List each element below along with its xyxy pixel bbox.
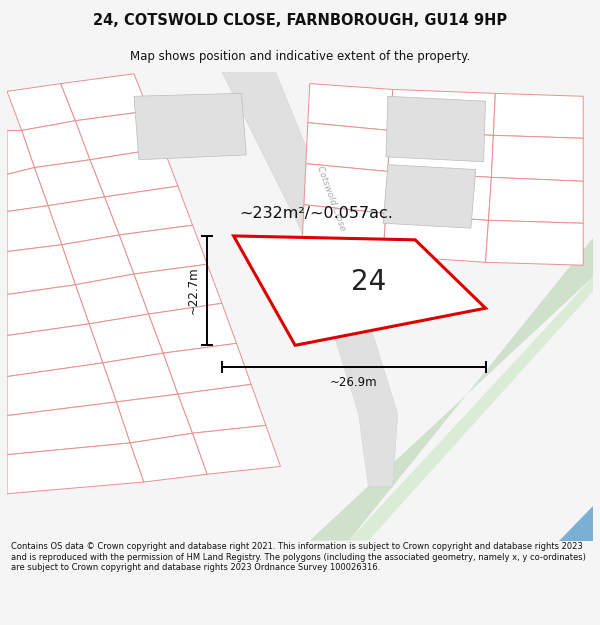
Polygon shape <box>89 314 163 363</box>
Polygon shape <box>491 136 583 181</box>
Polygon shape <box>383 164 476 228</box>
Polygon shape <box>7 402 130 455</box>
Polygon shape <box>163 343 251 394</box>
Polygon shape <box>149 303 236 353</box>
Polygon shape <box>386 171 491 220</box>
Text: ~26.9m: ~26.9m <box>330 376 377 389</box>
Polygon shape <box>7 245 76 294</box>
Polygon shape <box>493 93 583 138</box>
Text: ~232m²/~0.057ac.: ~232m²/~0.057ac. <box>239 206 394 221</box>
Text: 24, COTSWOLD CLOSE, FARNBOROUGH, GU14 9HP: 24, COTSWOLD CLOSE, FARNBOROUGH, GU14 9H… <box>93 12 507 28</box>
Polygon shape <box>488 177 583 223</box>
Polygon shape <box>134 264 222 314</box>
Polygon shape <box>310 238 593 541</box>
Polygon shape <box>388 131 493 178</box>
Polygon shape <box>178 384 266 433</box>
Polygon shape <box>485 220 583 265</box>
Polygon shape <box>7 84 76 131</box>
Polygon shape <box>22 121 90 168</box>
Polygon shape <box>103 353 178 402</box>
Polygon shape <box>302 205 386 256</box>
Polygon shape <box>306 122 390 171</box>
Polygon shape <box>304 164 388 214</box>
Text: Map shows position and indicative extent of the property.: Map shows position and indicative extent… <box>130 49 470 62</box>
Polygon shape <box>7 206 62 251</box>
Text: Cotswold Close: Cotswold Close <box>316 165 347 232</box>
Polygon shape <box>76 111 163 160</box>
Polygon shape <box>7 131 34 174</box>
Polygon shape <box>134 93 246 160</box>
Polygon shape <box>116 394 193 443</box>
Polygon shape <box>349 277 593 541</box>
Polygon shape <box>308 84 393 131</box>
Polygon shape <box>90 148 178 197</box>
Polygon shape <box>7 363 116 416</box>
Polygon shape <box>48 197 119 245</box>
Polygon shape <box>559 506 593 541</box>
Polygon shape <box>7 443 144 494</box>
Polygon shape <box>233 236 485 345</box>
Polygon shape <box>386 96 485 162</box>
Polygon shape <box>383 214 488 262</box>
Polygon shape <box>7 168 48 211</box>
Polygon shape <box>104 186 193 235</box>
Polygon shape <box>76 274 149 324</box>
Polygon shape <box>222 72 398 487</box>
Polygon shape <box>7 285 89 336</box>
Polygon shape <box>62 235 134 285</box>
Polygon shape <box>119 225 207 274</box>
Text: Contains OS data © Crown copyright and database right 2021. This information is : Contains OS data © Crown copyright and d… <box>11 542 586 572</box>
Polygon shape <box>34 160 104 206</box>
Text: ~22.7m: ~22.7m <box>187 267 199 314</box>
Polygon shape <box>61 74 149 121</box>
Polygon shape <box>7 324 103 376</box>
Text: 24: 24 <box>351 268 386 296</box>
Polygon shape <box>390 89 496 136</box>
Polygon shape <box>193 426 280 474</box>
Polygon shape <box>130 433 207 482</box>
